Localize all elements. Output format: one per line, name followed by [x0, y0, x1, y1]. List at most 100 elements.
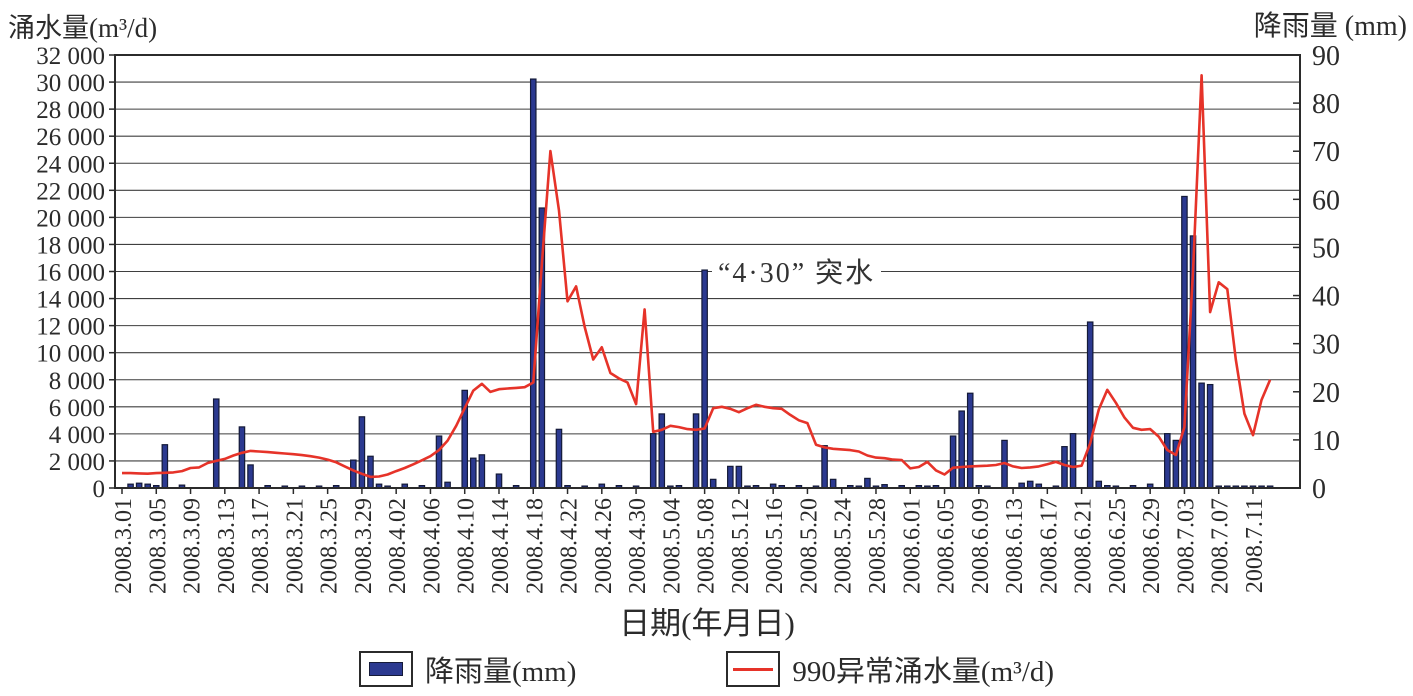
- left-axis-title: 涌水量(m³/d): [8, 13, 158, 43]
- x-tick-label: 2008.5.04: [659, 498, 685, 594]
- x-tick-label: 2008.5.28: [865, 498, 891, 594]
- rain-bar: [949, 435, 957, 489]
- left-axis-tick-label: 8 000: [49, 368, 105, 395]
- rain-bar: [864, 477, 871, 489]
- x-tick-label: 2008.4.22: [557, 498, 583, 594]
- left-axis-tick-label: 20 000: [36, 205, 105, 232]
- x-tick-label: 2008.4.06: [419, 498, 445, 594]
- rain-bar: [821, 445, 828, 489]
- rain-bar: [358, 416, 366, 489]
- rain-bar: [367, 455, 374, 489]
- right-axis-tick-label: 90: [1312, 41, 1340, 72]
- left-axis-tick-label: 24 000: [36, 151, 105, 178]
- rain-bar: [238, 426, 246, 489]
- rain-bar: [495, 473, 503, 489]
- right-axis-tick-label: 80: [1312, 89, 1340, 120]
- rainfall-swatch-box: [358, 651, 413, 687]
- right-axis-title: 降雨量 (mm): [1253, 11, 1407, 42]
- x-tick-label: 2008.4.26: [591, 498, 617, 594]
- rain-bar: [350, 459, 357, 489]
- x-tick-label: 2008.3.09: [180, 498, 206, 594]
- x-tick-label: 2008.4.18: [522, 498, 548, 594]
- legend-label-rainfall: 降雨量(mm): [424, 656, 577, 688]
- x-tick-label: 2008.6.17: [1036, 498, 1062, 594]
- right-axis-tick-label: 20: [1312, 378, 1340, 409]
- rain-bar: [435, 435, 443, 489]
- rain-bar: [1026, 480, 1034, 489]
- x-tick-label: 2008.4.10: [454, 498, 480, 594]
- x-tick-label: 2008.3.29: [351, 498, 377, 594]
- rainfall-bar-swatch-icon: [368, 662, 403, 676]
- right-axis-tick-label: 70: [1312, 137, 1340, 168]
- right-axis-tick-label: 40: [1312, 282, 1340, 313]
- inflow-line: [122, 74, 1272, 479]
- x-tick-label: 2008.3.01: [111, 498, 137, 594]
- x-tick-label: 2008.5.08: [694, 498, 720, 594]
- rain-bar: [1069, 433, 1077, 489]
- rain-bar: [1061, 446, 1068, 489]
- x-tick-label: 2008.5.24: [831, 498, 857, 594]
- x-tick-label: 2008.6.25: [1105, 498, 1131, 594]
- inflow-swatch-box: [726, 651, 781, 687]
- rain-bar: [161, 444, 169, 489]
- left-axis-tick-label: 10 000: [36, 341, 105, 368]
- right-axis-tick-label: 30: [1312, 330, 1340, 361]
- x-tick-label: 2008.5.16: [762, 498, 788, 594]
- event-annotation: “4·30” 突水: [712, 251, 882, 291]
- x-tick-label: 2008.4.14: [488, 498, 514, 594]
- left-axis-tick-label: 28 000: [36, 97, 105, 124]
- rain-bar: [649, 433, 657, 489]
- rain-bar: [958, 410, 965, 489]
- rain-bar: [1198, 382, 1205, 489]
- rain-bar: [1163, 433, 1171, 489]
- right-axis-tick-label: 0: [1312, 474, 1326, 505]
- rain-bar: [727, 465, 734, 489]
- left-axis-tick-label: 32 000: [36, 43, 105, 70]
- rain-bar: [1095, 480, 1103, 489]
- rain-bar: [212, 398, 220, 489]
- right-axis-tick-label: 10: [1312, 426, 1340, 457]
- x-axis-title: 日期(年月日): [619, 606, 795, 641]
- left-axis-tick-label: 4 000: [49, 422, 105, 449]
- legend-label-inflow: 990异常涌水量(m³/d): [792, 656, 1055, 688]
- left-axis-tick-label: 2 000: [49, 449, 105, 476]
- rain-bar: [555, 428, 563, 489]
- x-tick-label: 2008.3.13: [214, 498, 240, 594]
- x-tick-label: 2008.4.30: [625, 498, 651, 594]
- x-tick-label: 2008.3.17: [248, 498, 274, 594]
- rain-bar: [829, 478, 837, 489]
- x-tick-label: 2008.6.29: [1139, 498, 1165, 594]
- rain-bar: [658, 413, 666, 489]
- x-tick-label: 2008.7.07: [1208, 498, 1234, 594]
- right-axis-tick-label: 50: [1312, 233, 1340, 264]
- right-axis-tick-label: 60: [1312, 185, 1340, 216]
- x-tick-label: 2008.3.25: [317, 498, 343, 594]
- left-axis-tick-label: 26 000: [36, 124, 105, 151]
- left-axis-tick-label: 6 000: [49, 395, 105, 422]
- rain-bar: [469, 457, 477, 489]
- rain-bar: [709, 478, 717, 489]
- left-axis-tick-label: 18 000: [36, 232, 105, 259]
- plot-frame: [114, 54, 1301, 489]
- rain-bar: [529, 78, 537, 489]
- left-axis-tick-label: 14 000: [36, 287, 105, 314]
- rain-bar: [735, 465, 743, 489]
- rain-bar: [478, 454, 486, 489]
- x-tick-label: 2008.4.02: [385, 498, 411, 594]
- inflow-line-swatch-icon: [733, 667, 774, 671]
- rain-bar: [692, 413, 700, 489]
- x-tick-label: 2008.5.12: [728, 498, 754, 594]
- rain-bar: [1086, 321, 1094, 489]
- rain-bar: [1206, 383, 1214, 489]
- x-tick-label: 2008.3.21: [282, 498, 308, 594]
- legend-item-inflow: 990异常涌水量(m³/d): [726, 648, 1054, 690]
- x-tick-label: 2008.5.20: [796, 498, 822, 594]
- x-tick-label: 2008.6.13: [1002, 498, 1028, 594]
- rain-bar: [966, 392, 974, 489]
- x-tick-label: 2008.7.03: [1173, 498, 1199, 594]
- x-tick-label: 2008.3.05: [145, 498, 171, 594]
- left-axis-tick-label: 16 000: [36, 260, 105, 287]
- legend: 降雨量(mm) 990异常涌水量(m³/d): [0, 646, 1413, 692]
- rain-bar: [701, 269, 708, 489]
- left-axis-tick-label: 30 000: [36, 70, 105, 97]
